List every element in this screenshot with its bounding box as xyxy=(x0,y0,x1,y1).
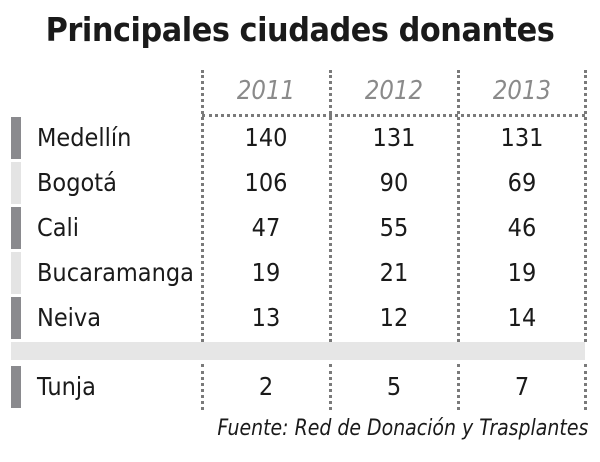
source-note: Fuente: Red de Donación y Trasplantes xyxy=(217,416,588,441)
row-marker xyxy=(11,207,21,249)
city-label: Neiva xyxy=(37,303,102,332)
header-separator xyxy=(202,114,585,117)
row-marker xyxy=(11,366,21,408)
cell-value: 106 xyxy=(244,168,288,197)
column-separator xyxy=(584,364,587,410)
city-label: Cali xyxy=(37,213,80,242)
cell-value: 55 xyxy=(379,213,409,242)
column-header-2012: 2012 xyxy=(364,76,424,106)
column-separator xyxy=(329,364,332,410)
row-spacer xyxy=(11,342,585,360)
cell-value: 69 xyxy=(507,168,537,197)
city-label: Bogotá xyxy=(37,168,117,197)
cell-value: 21 xyxy=(379,258,409,287)
city-label: Tunja xyxy=(37,372,96,401)
table-row: Tunja 2 5 7 xyxy=(11,366,585,408)
table-row: Cali 47 55 46 xyxy=(11,207,585,249)
column-separator xyxy=(584,70,587,342)
table-row: Bogotá 106 90 69 xyxy=(11,162,585,204)
cell-value: 5 xyxy=(386,372,402,401)
city-label: Medellín xyxy=(37,123,132,152)
cell-value: 14 xyxy=(507,303,537,332)
row-marker xyxy=(11,252,21,294)
city-label: Bucaramanga xyxy=(37,258,194,287)
cell-value: 19 xyxy=(507,258,537,287)
row-marker xyxy=(11,117,21,159)
table-row: Neiva 13 12 14 xyxy=(11,297,585,339)
table-row: Medellín 140 131 131 xyxy=(11,117,585,159)
table-row: Bucaramanga 19 21 19 xyxy=(11,252,585,294)
column-header-2013: 2013 xyxy=(492,76,552,106)
cell-value: 46 xyxy=(507,213,537,242)
row-marker xyxy=(11,162,21,204)
column-separator xyxy=(201,364,204,410)
column-separator xyxy=(457,364,460,410)
cell-value: 90 xyxy=(379,168,409,197)
cell-value: 131 xyxy=(500,123,544,152)
cell-value: 7 xyxy=(514,372,530,401)
cell-value: 2 xyxy=(258,372,274,401)
cell-value: 140 xyxy=(244,123,288,152)
column-separator xyxy=(201,70,204,342)
cell-value: 12 xyxy=(379,303,409,332)
cell-value: 13 xyxy=(251,303,281,332)
column-header-2011: 2011 xyxy=(236,76,296,106)
chart-title: Principales ciudades donantes xyxy=(45,10,555,49)
cell-value: 19 xyxy=(251,258,281,287)
column-separator xyxy=(329,70,332,342)
cell-value: 47 xyxy=(251,213,281,242)
row-marker xyxy=(11,297,21,339)
column-separator xyxy=(457,70,460,342)
cell-value: 131 xyxy=(372,123,416,152)
